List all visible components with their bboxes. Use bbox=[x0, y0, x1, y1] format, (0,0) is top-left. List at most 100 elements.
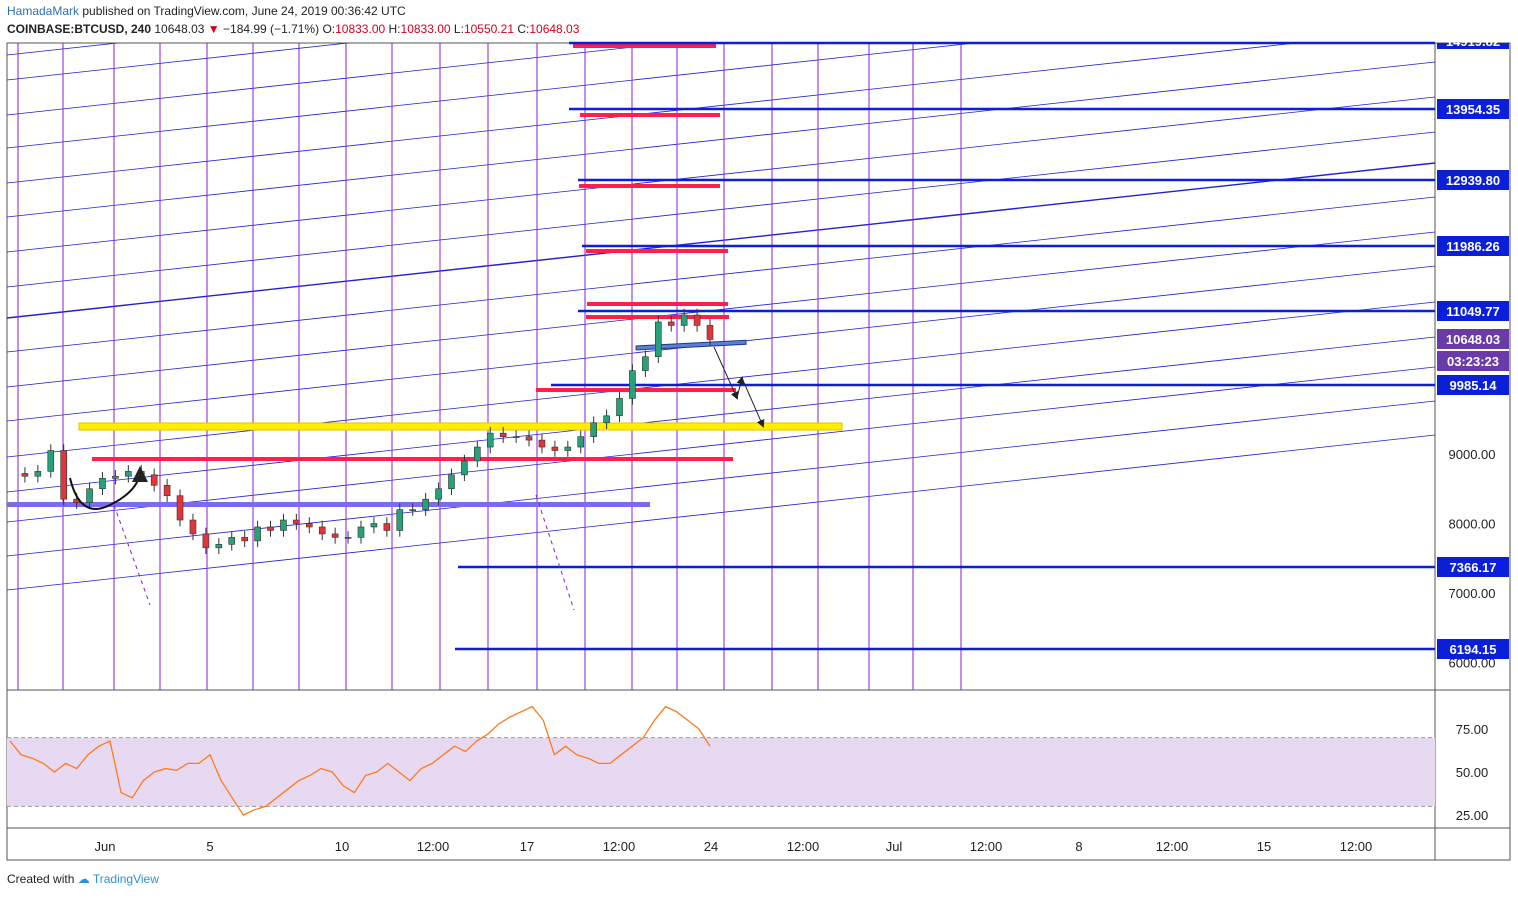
candle-body bbox=[525, 436, 533, 441]
fan-line bbox=[7, 434, 1435, 591]
price-pane bbox=[7, 43, 1435, 690]
candle-body bbox=[448, 474, 455, 490]
close-label: C: bbox=[517, 22, 530, 36]
y-tick-label: 7000.00 bbox=[1449, 586, 1496, 601]
candle-body bbox=[86, 488, 93, 503]
candle-body bbox=[499, 432, 507, 437]
candle-body bbox=[112, 475, 119, 479]
countdown-badge bbox=[1437, 351, 1509, 371]
candle-body bbox=[577, 436, 585, 448]
price-level-badge bbox=[1437, 170, 1509, 190]
fan-line bbox=[7, 196, 1435, 353]
price-level-label: 7366.17 bbox=[1450, 560, 1497, 575]
fan-line bbox=[7, 43, 352, 81]
dashed-projection bbox=[113, 504, 151, 606]
candle-body bbox=[215, 544, 223, 549]
candle-body bbox=[693, 314, 701, 326]
candle-body bbox=[642, 356, 649, 371]
rsi-line bbox=[9, 705, 711, 816]
candle-body bbox=[396, 509, 404, 531]
fan-line bbox=[7, 43, 979, 149]
x-tick-label: 12:00 bbox=[970, 839, 1003, 854]
rsi-tick-label: 25.00 bbox=[1456, 808, 1489, 823]
resistance-bar bbox=[579, 184, 720, 188]
candle-body bbox=[305, 523, 313, 528]
tradingview-logo-icon: ☁ bbox=[77, 872, 90, 886]
x-tick-label: Jul bbox=[886, 839, 903, 854]
x-tick-label: 12:00 bbox=[1156, 839, 1189, 854]
last-price-label: 10648.03 bbox=[1446, 332, 1500, 347]
candle-body bbox=[21, 473, 29, 477]
candle-body bbox=[293, 519, 300, 524]
resistance-bar bbox=[92, 457, 733, 461]
projection-arrow bbox=[741, 377, 765, 428]
candle-body bbox=[228, 537, 236, 545]
candle-body bbox=[254, 526, 261, 542]
last-price-badge bbox=[1437, 329, 1509, 349]
candle-body bbox=[486, 432, 494, 448]
resistance-bar bbox=[586, 315, 729, 319]
fan-line bbox=[7, 400, 1435, 557]
resistance-bar bbox=[587, 302, 728, 306]
price-level-label: 6194.15 bbox=[1450, 642, 1497, 657]
x-tick-label: 24 bbox=[704, 839, 718, 854]
price-change: −184.99 (−1.71%) bbox=[223, 22, 320, 36]
candle-body bbox=[590, 422, 597, 437]
candle-body bbox=[370, 523, 378, 528]
price-level-badge bbox=[1437, 236, 1509, 256]
y-tick-label: 8000.00 bbox=[1449, 517, 1496, 532]
candle-body bbox=[280, 519, 287, 531]
fan-line bbox=[7, 231, 1435, 388]
candle-body bbox=[616, 398, 623, 417]
x-tick-label: 12:00 bbox=[603, 839, 636, 854]
candle-body bbox=[538, 439, 546, 448]
symbol-info-bar: COINBASE:BTCUSD, 240 10648.03 ▼ −184.99 … bbox=[7, 22, 579, 36]
x-tick-label: Jun bbox=[95, 839, 116, 854]
fan-line bbox=[7, 131, 1435, 288]
price-level-badge bbox=[1437, 99, 1509, 119]
candle-body bbox=[189, 519, 197, 535]
candle-body bbox=[176, 495, 184, 521]
down-arrow-icon: ▼ bbox=[207, 22, 220, 36]
fan-lines bbox=[7, 43, 1435, 591]
footer: Created with ☁ TradingView bbox=[7, 872, 159, 886]
fan-line bbox=[7, 162, 1435, 319]
fan-line bbox=[7, 366, 1435, 523]
price-level-label: 12939.80 bbox=[1446, 173, 1500, 188]
candle-body bbox=[667, 321, 675, 326]
candle-body bbox=[163, 484, 171, 496]
projection-arrow bbox=[713, 346, 739, 400]
candle-body bbox=[706, 325, 714, 340]
close-value: 10648.03 bbox=[529, 22, 580, 36]
candle-body bbox=[629, 370, 636, 399]
candle-body bbox=[422, 498, 429, 510]
price-level-label: 14919.82 bbox=[1446, 34, 1500, 49]
candle-body bbox=[357, 526, 365, 538]
countdown-label: 03:23:23 bbox=[1447, 354, 1499, 369]
open-value: 10833.00 bbox=[335, 22, 386, 36]
rsi-tick-label: 75.00 bbox=[1456, 722, 1489, 737]
y-tick-label: 6000.00 bbox=[1449, 656, 1496, 671]
open-label: O: bbox=[322, 22, 336, 36]
candle-body bbox=[551, 446, 559, 451]
x-tick-label: 15 bbox=[1257, 839, 1271, 854]
low-label: L: bbox=[453, 22, 464, 36]
resistance-bar bbox=[586, 249, 728, 253]
tradingview-brand[interactable]: TradingView bbox=[92, 872, 159, 886]
resistance-bar bbox=[580, 113, 720, 117]
candle-body bbox=[34, 471, 42, 477]
candle-body bbox=[680, 314, 688, 326]
high-value: 10833.00 bbox=[400, 22, 451, 36]
author-link[interactable]: HamadaMark bbox=[7, 4, 80, 18]
symbol-label[interactable]: COINBASE:BTCUSD, 240 bbox=[7, 22, 152, 36]
candle-body bbox=[202, 533, 210, 549]
candle-body bbox=[318, 526, 326, 535]
candle-body bbox=[331, 533, 339, 538]
x-tick-label: 8 bbox=[1075, 839, 1082, 854]
fan-line bbox=[7, 301, 1435, 458]
candle-body bbox=[654, 321, 662, 358]
low-value: 10550.21 bbox=[463, 22, 514, 36]
candles bbox=[21, 308, 714, 555]
fan-line bbox=[7, 43, 675, 116]
